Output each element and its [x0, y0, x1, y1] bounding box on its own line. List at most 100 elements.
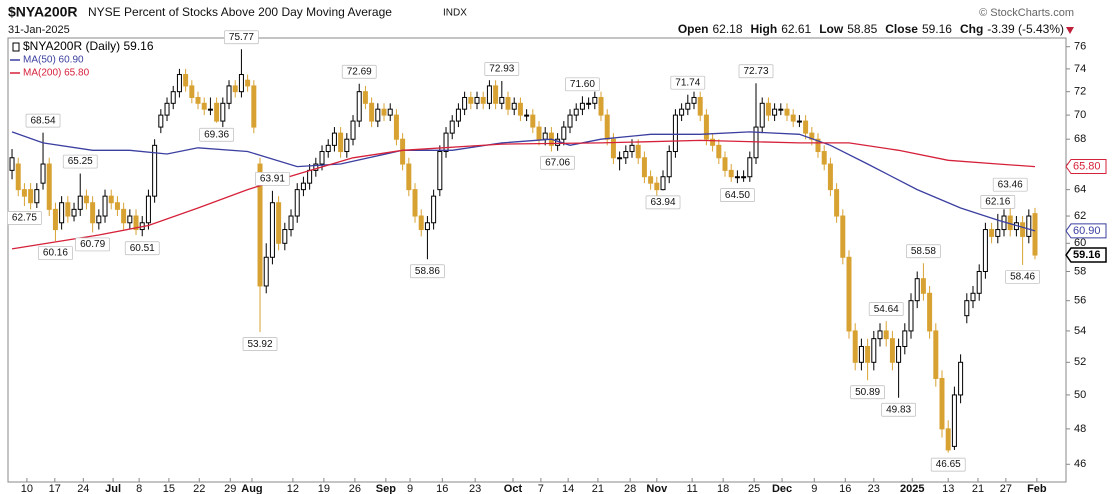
annotation-box — [868, 302, 904, 316]
annotation-box — [720, 188, 755, 203]
annotation-box — [906, 244, 941, 259]
annotation-label: 72.73 — [743, 66, 768, 77]
candle-body — [499, 96, 505, 104]
candle-body — [561, 126, 567, 140]
candle-body — [121, 208, 127, 224]
candle-body — [362, 91, 368, 104]
candle-body — [976, 270, 982, 294]
annotation-box — [992, 177, 1028, 192]
candle-body — [747, 157, 753, 178]
candle-body — [703, 114, 709, 140]
annotation-box — [484, 62, 520, 76]
candle-body — [511, 102, 517, 110]
annotation-label: 72.93 — [489, 64, 514, 75]
quote-value: 62.18 — [712, 22, 742, 36]
x-tick-label: 18 — [717, 483, 729, 494]
candle-body — [387, 108, 393, 116]
candle-body — [102, 195, 108, 217]
candle-body — [865, 345, 871, 363]
quote-value: 58.85 — [847, 22, 877, 36]
plot-frame — [7, 37, 1067, 483]
y-tick-label: 64 — [1074, 184, 1086, 196]
annotation-label: 72.69 — [347, 66, 372, 77]
candle-body — [152, 144, 158, 197]
candle-body — [728, 169, 734, 178]
candle-body — [46, 163, 52, 210]
y-tick-label: 76 — [1074, 41, 1086, 53]
quote-name: Open — [678, 22, 709, 36]
annotation-box — [38, 246, 73, 260]
candle-body — [567, 114, 573, 128]
price-tag-label: 59.16 — [1073, 249, 1101, 261]
annotation-box — [565, 77, 600, 92]
annotation-box — [881, 402, 916, 417]
candle-body — [691, 96, 697, 104]
candle-body — [65, 202, 71, 217]
candle-body — [170, 91, 176, 104]
y-tick-label: 58 — [1074, 265, 1086, 277]
candle-body — [852, 330, 858, 363]
x-tick-label: Feb — [1027, 483, 1047, 494]
candle-body — [400, 138, 406, 165]
candle-body — [276, 202, 282, 244]
candle-body — [635, 144, 641, 159]
x-tick-label: 27 — [1000, 483, 1012, 494]
candle-body — [207, 108, 213, 111]
candle-body — [970, 292, 976, 302]
quote-value: 62.61 — [781, 22, 811, 36]
annotation-label: 49.83 — [886, 404, 911, 415]
candle-body — [28, 189, 34, 204]
candle-body — [319, 151, 325, 165]
candle-body — [517, 102, 523, 116]
candle-body — [424, 222, 430, 231]
x-tick-label: Oct — [504, 483, 523, 494]
candle-body — [418, 215, 424, 231]
candle-body — [697, 96, 703, 116]
annotation-box — [62, 154, 98, 169]
annotation-box — [25, 113, 61, 128]
candle-body — [815, 138, 821, 153]
candle-body — [300, 182, 306, 191]
candle-body — [251, 85, 257, 128]
x-tick-label: 21 — [972, 483, 984, 494]
x-tick-label: 25 — [748, 483, 760, 494]
candle-body — [412, 189, 418, 217]
quote-value: 59.16 — [922, 22, 952, 36]
annotation-label: 60.79 — [80, 239, 105, 250]
candle-body — [914, 278, 920, 302]
candle-body — [214, 102, 220, 122]
candle-body — [195, 96, 201, 104]
candle-body — [269, 202, 275, 258]
candle-body — [840, 215, 846, 258]
y-tick-label: 60 — [1074, 237, 1086, 249]
candle-body — [127, 215, 133, 224]
x-tick-label: 24 — [77, 483, 89, 494]
quote-name: Chg — [960, 22, 983, 36]
annotation-box — [199, 127, 234, 142]
annotation-box — [224, 30, 259, 45]
x-tick-label: 8 — [136, 483, 142, 494]
candle-body — [610, 138, 616, 159]
down-arrow — [1066, 27, 1074, 34]
annotation-label: 46.65 — [936, 459, 961, 470]
date: 31-Jan-2025 — [8, 24, 70, 36]
candle-body — [90, 202, 96, 224]
y-tick-label: 54 — [1074, 325, 1086, 337]
x-tick-label: Nov — [646, 483, 668, 494]
quote-name: High — [751, 22, 778, 36]
candle-body — [381, 108, 387, 116]
x-tick-label: 19 — [318, 483, 330, 494]
x-tick-label: 16 — [436, 483, 448, 494]
candle-body — [778, 108, 784, 111]
candle-body — [617, 157, 623, 160]
annotation-label: 63.94 — [650, 197, 675, 208]
candle-body — [927, 292, 933, 332]
candle-body — [369, 102, 375, 122]
candle-body — [443, 132, 449, 153]
candle-body — [325, 144, 331, 153]
candle-body — [1026, 215, 1032, 237]
x-tick-label: 9 — [811, 483, 817, 494]
candle-body — [666, 151, 672, 178]
candle-body — [449, 120, 455, 134]
